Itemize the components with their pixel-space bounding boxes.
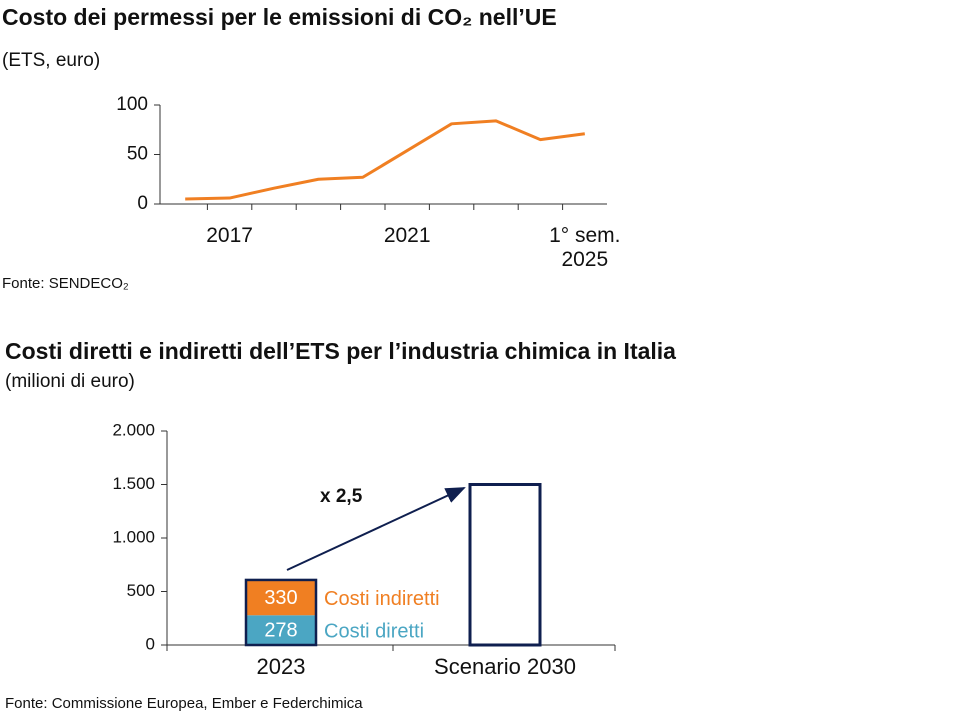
y-tick-label: 2.000 (112, 420, 155, 439)
y-tick-label: 50 (127, 144, 148, 165)
bar-segment (246, 615, 316, 645)
chart-title: Costi diretti e indiretti dell’ETS per l… (5, 338, 676, 364)
segment-name: Costi indiretti (324, 588, 440, 610)
y-tick-label: 1.000 (112, 527, 155, 546)
y-tick-label: 500 (127, 581, 155, 600)
x-tick-label: 2023 (257, 654, 306, 679)
chart-title: Costo dei permessi per le emissioni di C… (2, 4, 557, 30)
chart-subtitle: (milioni di euro) (5, 371, 135, 392)
annotation: x 2,5 (320, 486, 363, 507)
chart-subtitle: (ETS, euro) (2, 50, 100, 71)
bar (468, 483, 542, 647)
y-tick-label: 0 (137, 193, 148, 214)
y-tick-label: 100 (116, 94, 148, 115)
data-label: 330 (264, 587, 297, 609)
bar-outline (244, 578, 318, 647)
x-tick-label: 2021 (383, 224, 431, 247)
x-tick-label: 2017 (206, 224, 253, 247)
y-tick-label: 0 (146, 634, 155, 653)
bar-segment (246, 579, 316, 616)
x-tick-label: 1° sem. 2025 (549, 224, 621, 271)
line (185, 119, 585, 201)
source: Fonte: Commissione Europea, Ember e Fede… (5, 695, 363, 712)
source: Fonte: SENDECO₂ (2, 275, 129, 292)
x-tick-label: Scenario 2030 (434, 654, 576, 679)
data-label: 278 (264, 619, 297, 641)
y-tick-label: 1.500 (112, 474, 155, 493)
segment-name: Costi diretti (324, 620, 424, 642)
arrow (286, 487, 466, 571)
